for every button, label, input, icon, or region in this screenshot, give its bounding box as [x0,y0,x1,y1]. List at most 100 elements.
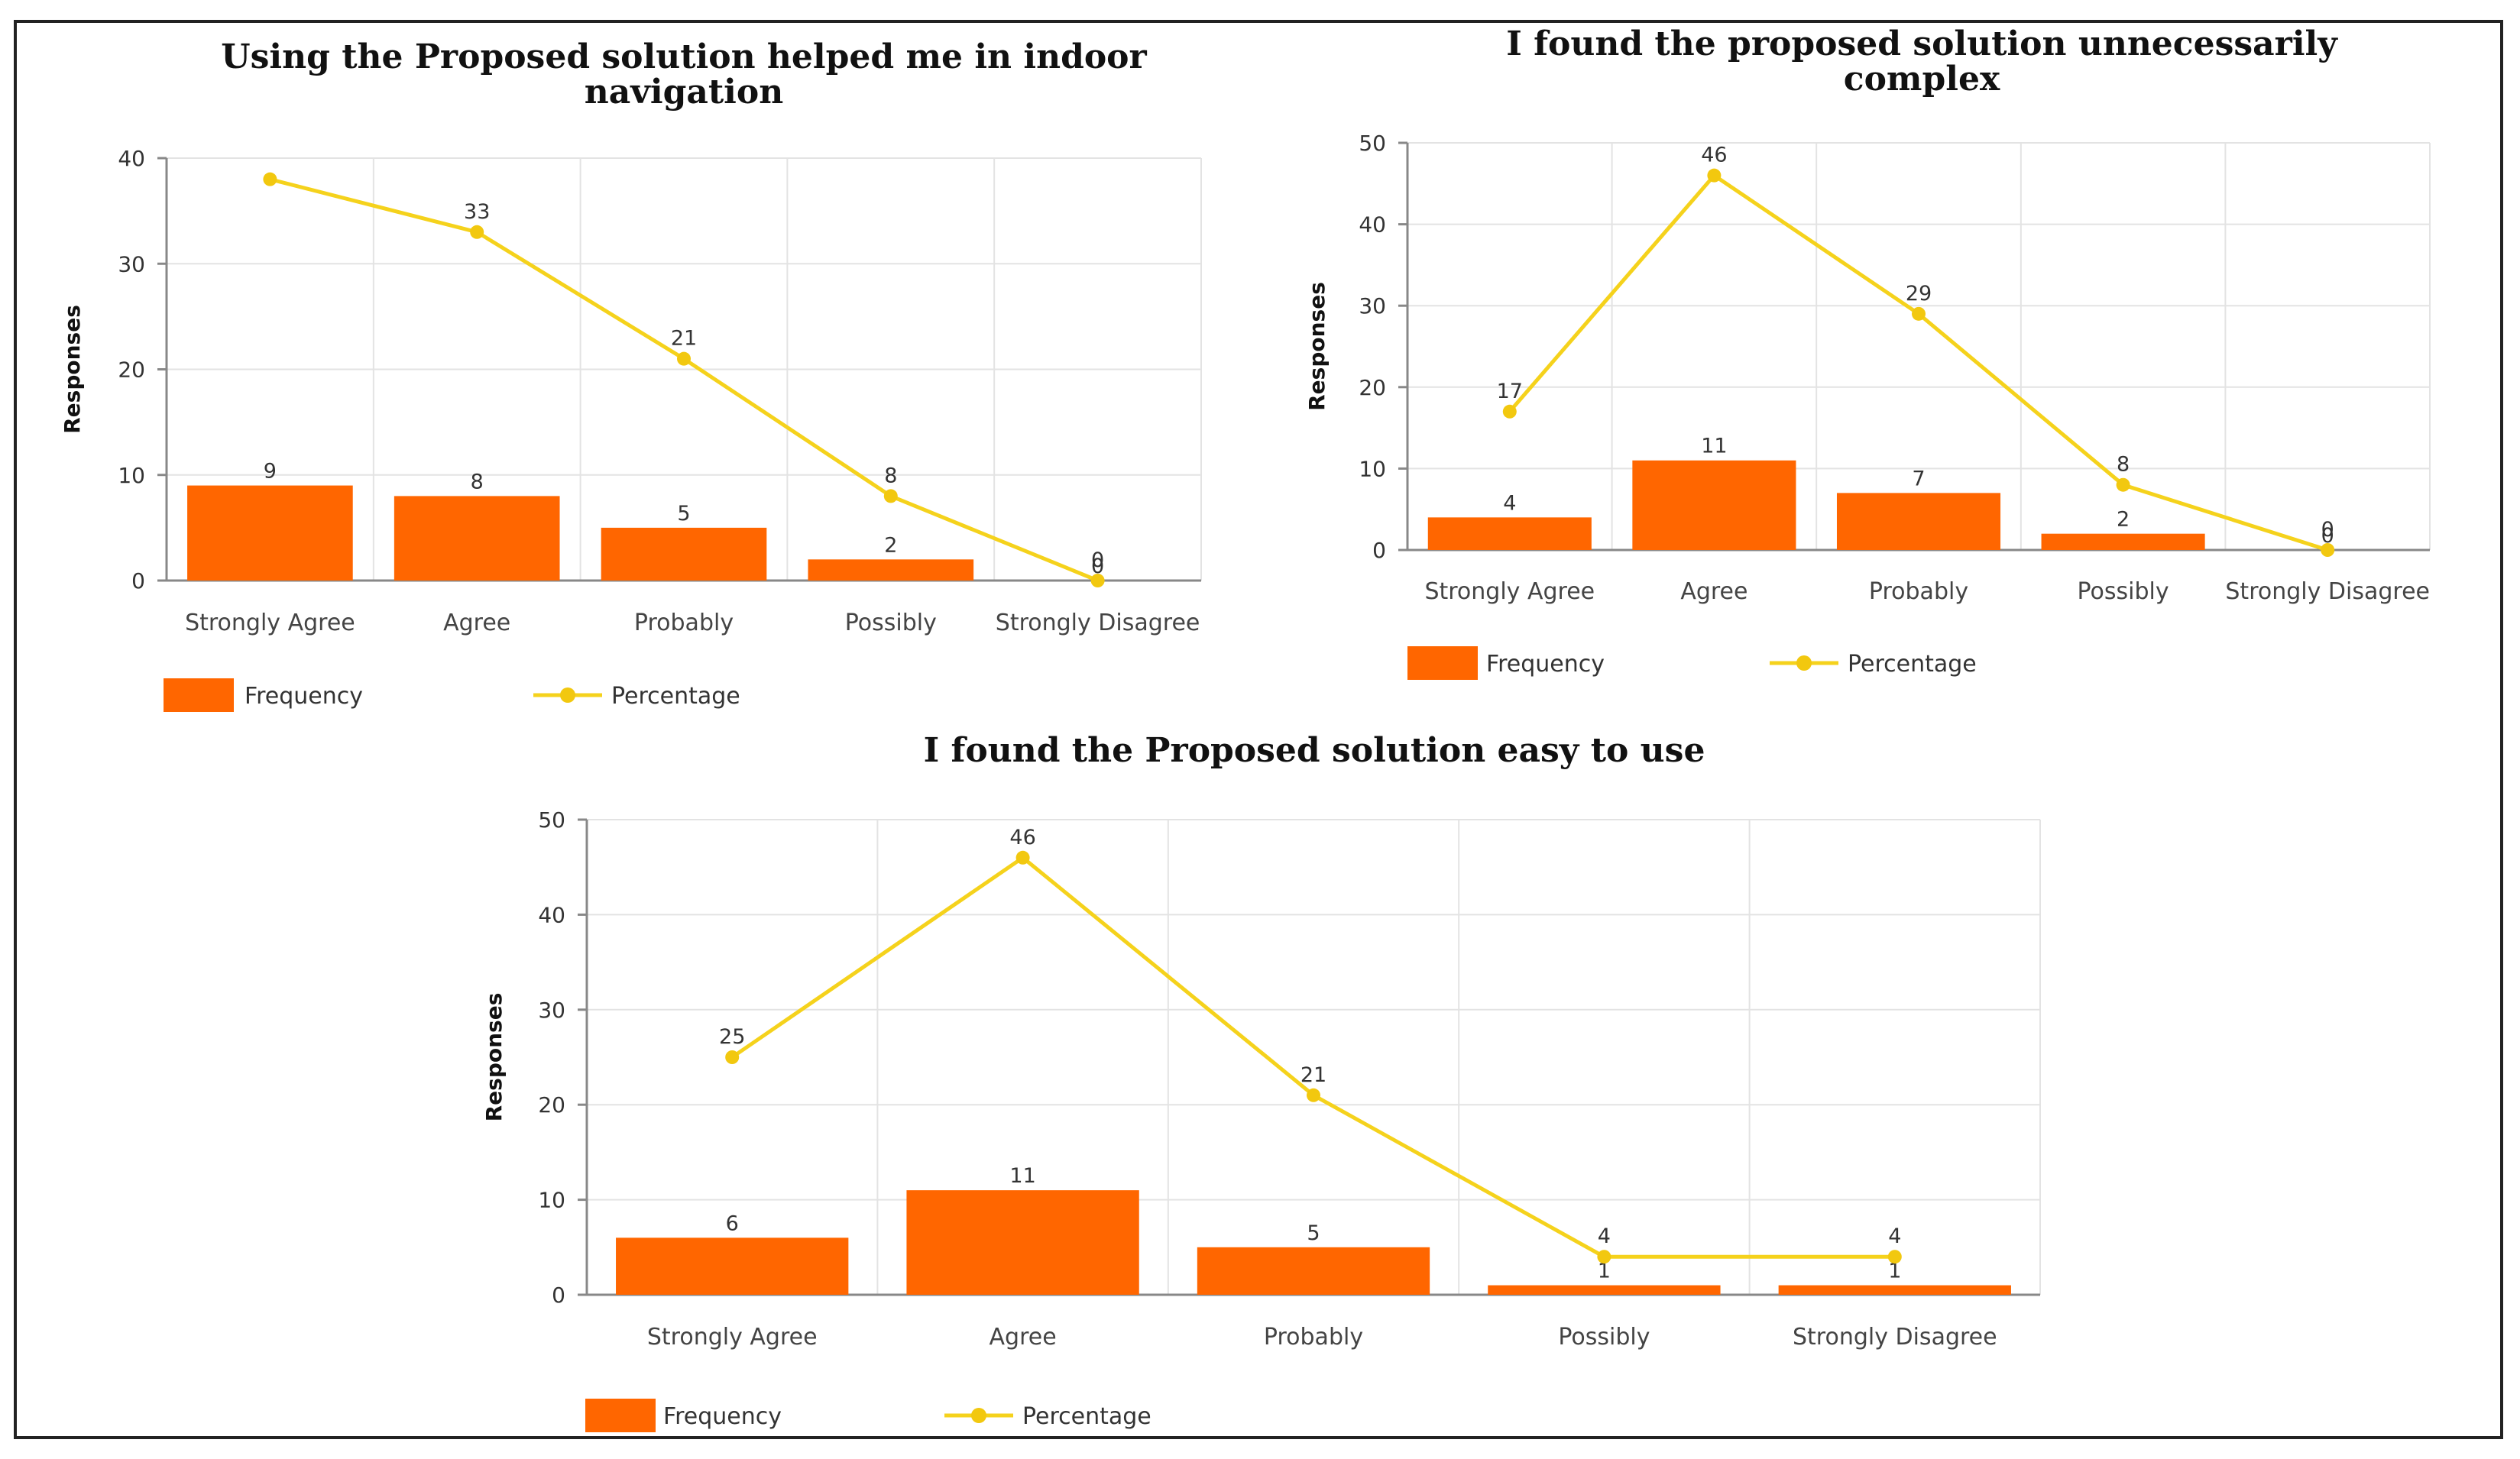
chart-1: Using the Proposed solution helped me in… [60,37,1202,712]
chart-title: I found the proposed solution unnecessar… [1506,24,2338,63]
line-data-label: 0 [1091,548,1104,572]
bar [906,1190,1139,1295]
legend-label-percentage: Percentage [1848,651,1977,678]
x-tick-label: Strongly Disagree [2225,578,2430,605]
line-data-label: 21 [671,327,697,351]
legend-label-percentage: Percentage [1022,1403,1151,1430]
bar-data-label: 11 [1701,435,1727,458]
line-point [1015,850,1030,865]
line-point [2116,477,2130,492]
line-data-label: 4 [1888,1224,1901,1248]
chart-title: complex [1844,60,2000,99]
y-tick-label: 20 [538,1092,565,1118]
legend-bar-swatch [585,1399,656,1432]
y-tick-label: 50 [538,807,565,833]
legend-label-frequency: Frequency [663,1403,782,1430]
bar-data-label: 2 [2117,508,2130,532]
y-tick-label: 50 [1359,131,1386,156]
y-tick-label: 20 [118,357,145,383]
line-data-label: 46 [1009,826,1035,849]
x-tick-label: Strongly Disagree [1793,1324,1997,1351]
bar-data-label: 4 [1503,491,1516,515]
bar-data-label: 5 [1307,1221,1320,1245]
line-point [1090,574,1105,587]
y-tick-label: 20 [1359,375,1386,400]
chart-title: Using the Proposed solution helped me in… [221,37,1147,76]
legend-bar-swatch [164,678,234,712]
line-point [1707,168,1722,183]
x-tick-label: Agree [1680,578,1747,605]
y-tick-label: 30 [1359,293,1386,319]
line-point [883,489,898,503]
bar [601,527,767,581]
x-tick-label: Possibly [2078,578,2169,605]
line-data-label: 0 [2321,518,2334,542]
line-data-label: 4 [1598,1224,1611,1248]
x-tick-label: Strongly Agree [1424,578,1595,605]
line-point [725,1050,740,1064]
bar [1632,460,1796,550]
y-tick-label: 30 [118,251,145,277]
y-tick-label: 10 [118,463,145,488]
bar-data-label: 6 [726,1212,739,1235]
x-tick-label: Agree [990,1324,1057,1351]
bar-data-label: 1 [1598,1260,1611,1283]
bar-data-label: 9 [264,460,277,484]
line-point [470,225,484,239]
x-tick-label: Possibly [845,610,937,636]
y-axis-label: Responses [1304,282,1330,411]
legend-label-percentage: Percentage [611,683,740,710]
legend-line-marker [560,687,575,703]
x-tick-label: Strongly Agree [647,1324,818,1351]
line-point [677,351,691,366]
bar-data-label: 11 [1009,1164,1035,1188]
y-tick-label: 0 [131,568,145,594]
bar [1197,1247,1430,1295]
line-point [2321,543,2335,557]
x-tick-label: Probably [634,610,734,636]
x-tick-label: Possibly [1558,1324,1650,1351]
legend-line-marker [1796,655,1812,671]
x-tick-label: Strongly Disagree [996,610,1200,636]
y-tick-label: 10 [538,1188,565,1213]
y-tick-label: 40 [118,146,145,171]
legend-line-marker [971,1408,986,1423]
y-axis-label: Responses [60,305,85,434]
line-data-label: 21 [1300,1063,1326,1087]
bar [808,559,974,581]
line-point [263,172,277,186]
chart-2: I found the proposed solution unnecessar… [1304,24,2431,680]
x-tick-label: Probably [1264,1324,1363,1351]
y-tick-label: 0 [1372,538,1386,563]
line-data-label: 25 [719,1025,745,1049]
line-point [1887,1250,1902,1264]
x-tick-label: Agree [443,610,510,636]
chart-title: I found the Proposed solution easy to us… [924,731,1705,770]
line-data-label: 33 [464,200,490,224]
line-data-label: 17 [1497,380,1523,403]
x-tick-label: Strongly Agree [185,610,355,636]
bar-data-label: 8 [471,470,484,493]
y-tick-label: 10 [1359,456,1386,481]
y-tick-label: 40 [1359,212,1386,238]
bar [394,496,560,581]
bar [1488,1285,1721,1295]
bar-data-label: 2 [884,533,897,557]
bar-data-label: 0 [1091,555,1104,578]
bar [187,485,353,581]
y-tick-label: 40 [538,902,565,927]
legend-bar-swatch [1407,646,1478,680]
y-tick-label: 0 [552,1283,565,1308]
bar [2041,533,2205,550]
bar [1778,1285,2011,1295]
y-tick-label: 30 [538,998,565,1023]
chart-title: navigation [585,73,783,112]
line-data-label: 8 [884,464,897,487]
figure-frame [14,20,2503,1439]
bar [1836,493,2001,550]
line-point [1502,404,1517,419]
y-axis-label: Responses [481,993,507,1122]
bar-data-label: 1 [1888,1260,1901,1283]
bar-data-label: 0 [2321,524,2334,548]
